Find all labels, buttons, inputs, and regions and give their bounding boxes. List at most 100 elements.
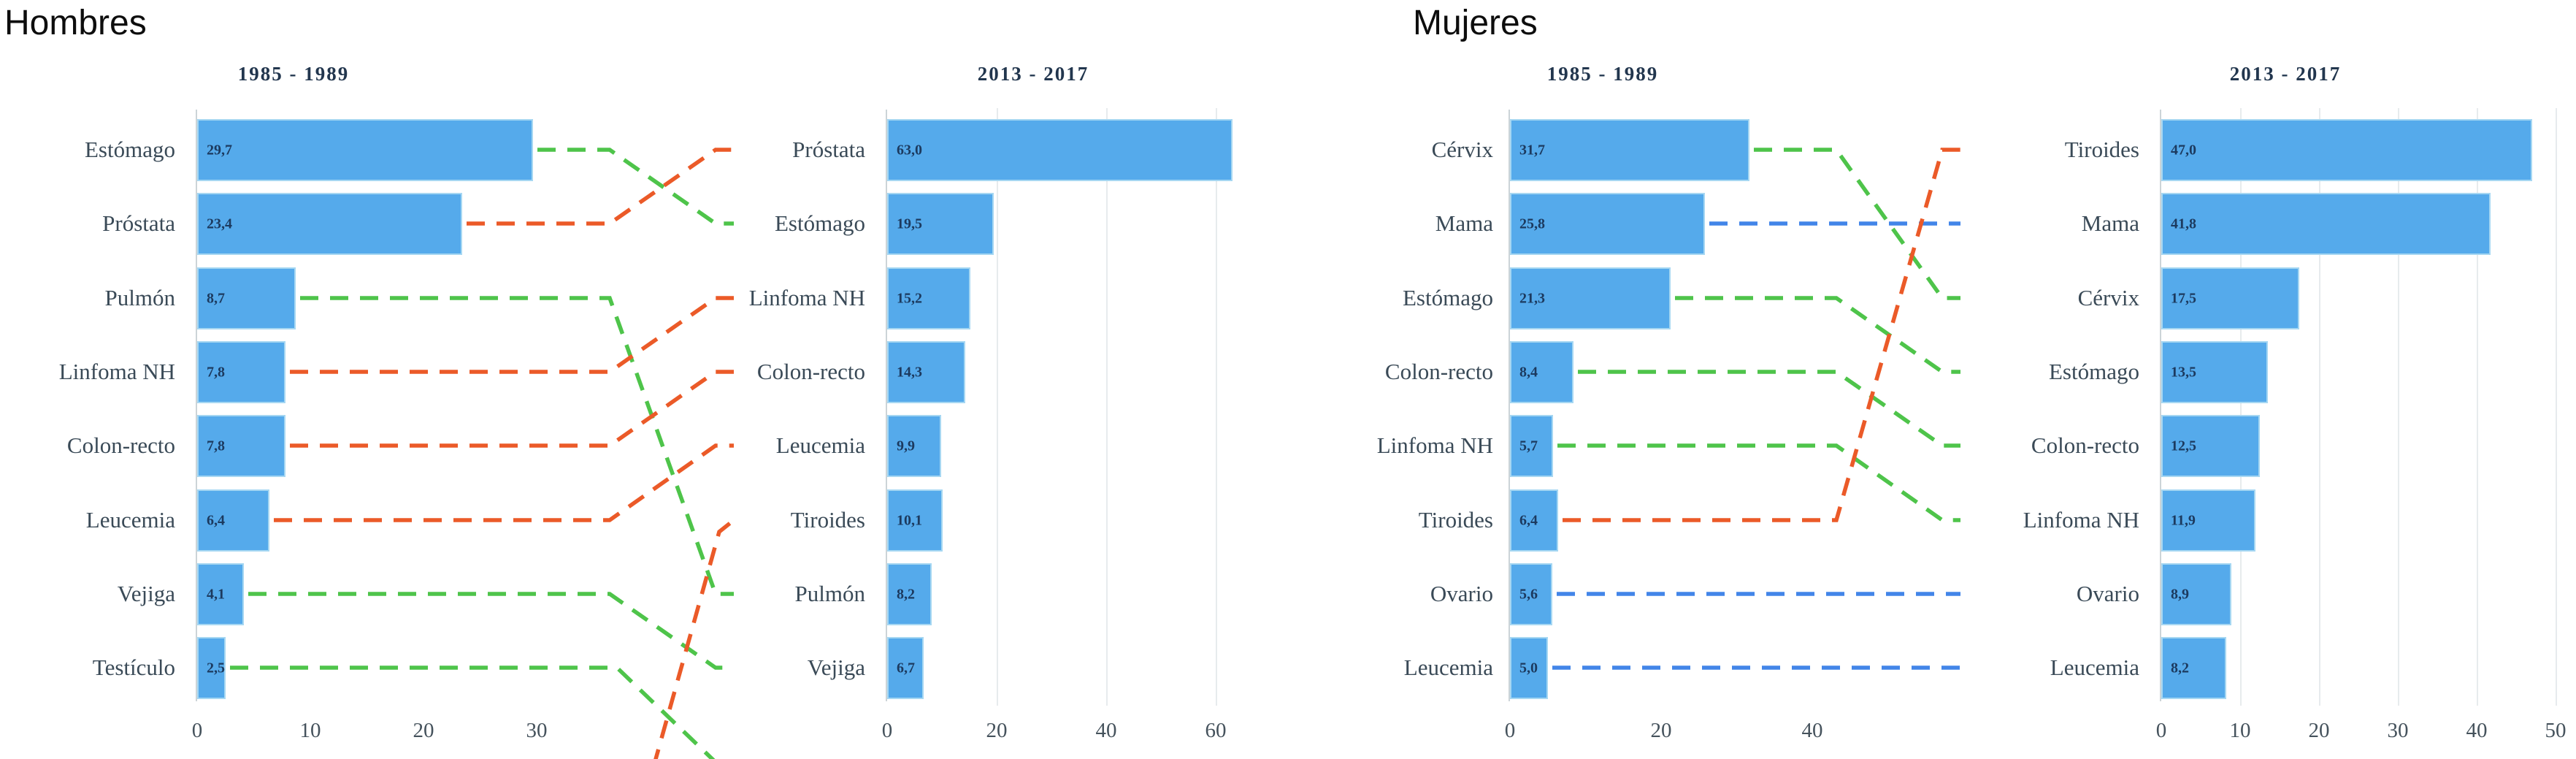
bar-pulmón xyxy=(197,267,296,329)
x-tick-20: 20 xyxy=(413,719,434,742)
bar-estómago xyxy=(2161,340,2268,403)
rank-line-hombres-pulmón xyxy=(300,296,734,596)
category-label-colon-recto: Colon-recto xyxy=(756,359,865,384)
chart-title: 2013 - 2017 xyxy=(977,63,1089,85)
x-tick-50: 50 xyxy=(2545,719,2567,742)
bar-cérvix xyxy=(1510,118,1749,181)
gridline-x-60 xyxy=(1216,108,1217,706)
x-tick-40: 40 xyxy=(2466,719,2488,742)
section-title-mujeres: Mujeres xyxy=(1413,4,1538,42)
bar-ovario xyxy=(2161,562,2231,625)
gridline-x-40 xyxy=(2477,108,2478,706)
bar-estómago xyxy=(1510,267,1671,329)
bar-colon-recto xyxy=(887,340,965,403)
category-label-vejiga: Vejiga xyxy=(117,581,175,606)
bar-ovario xyxy=(1510,562,1552,625)
bar-mama xyxy=(1510,192,1705,255)
bar-colon-recto xyxy=(1510,340,1573,403)
category-label-próstata: Próstata xyxy=(102,210,175,236)
category-label-linfoma-nh: Linfoma NH xyxy=(748,285,865,310)
bar-pulmón xyxy=(887,562,932,625)
category-label-leucemia: Leucemia xyxy=(1403,655,1493,680)
bar-testículo xyxy=(197,636,226,699)
value-label: 6,4 xyxy=(1519,512,1538,529)
value-label: 9,9 xyxy=(897,438,915,454)
rank-line-mujeres-estómago xyxy=(1675,296,1960,374)
value-label: 6,7 xyxy=(897,660,915,676)
category-label-cérvix: Cérvix xyxy=(1431,137,1493,162)
chart-title: 1985 - 1989 xyxy=(237,63,350,85)
y-axis-line xyxy=(2160,110,2161,701)
category-label-mama: Mama xyxy=(1435,210,1493,236)
rank-line-hombres-colon-recto xyxy=(290,370,734,448)
category-label-estómago: Estómago xyxy=(775,210,865,236)
category-label-pulmón: Pulmón xyxy=(104,285,175,310)
value-label: 7,8 xyxy=(207,438,225,454)
rank-line-hombres-testículo xyxy=(230,665,716,759)
section-title-hombres: Hombres xyxy=(4,4,147,42)
gridline-x-20 xyxy=(997,108,998,706)
bar-próstata xyxy=(887,118,1233,181)
category-label-estómago: Estómago xyxy=(1403,285,1493,310)
rank-line-hombres-vejiga xyxy=(248,592,734,670)
value-label: 8,2 xyxy=(2171,660,2189,676)
bar-linfoma-nh xyxy=(1510,414,1553,477)
gridline-x-20 xyxy=(2319,108,2320,706)
value-label: 21,3 xyxy=(1519,290,1545,307)
category-label-cérvix: Cérvix xyxy=(2077,285,2139,310)
value-label: 14,3 xyxy=(897,364,922,381)
value-label: 8,4 xyxy=(1519,364,1538,381)
gridline-x-50 xyxy=(2556,108,2557,706)
category-label-colon-recto: Colon-recto xyxy=(2031,432,2139,458)
x-tick-0: 0 xyxy=(191,719,203,742)
rank-line-mujeres-colon-recto xyxy=(1578,370,1960,448)
y-axis-line xyxy=(196,110,197,701)
value-label: 10,1 xyxy=(897,512,922,529)
x-tick-30: 30 xyxy=(526,719,548,742)
category-label-testículo: Testículo xyxy=(92,655,175,680)
bar-tiroides xyxy=(1510,489,1558,552)
x-tick-0: 0 xyxy=(2155,719,2167,742)
bar-colon-recto xyxy=(197,414,285,477)
value-label: 8,2 xyxy=(897,586,915,603)
category-label-tiroides: Tiroides xyxy=(1418,507,1493,533)
bar-mama xyxy=(2161,192,2491,255)
bar-leucemia xyxy=(887,414,941,477)
value-label: 8,7 xyxy=(207,290,225,307)
x-tick-0: 0 xyxy=(1504,719,1516,742)
bar-estómago xyxy=(887,192,994,255)
category-label-linfoma-nh: Linfoma NH xyxy=(58,359,175,384)
category-label-estómago: Estómago xyxy=(2049,359,2139,384)
rank-line-hombres-estómago xyxy=(537,148,734,226)
category-label-leucemia: Leucemia xyxy=(85,507,175,533)
x-tick-60: 60 xyxy=(1205,719,1227,742)
value-label: 13,5 xyxy=(2171,364,2196,381)
category-label-colon-recto: Colon-recto xyxy=(1384,359,1493,384)
category-label-linfoma-nh: Linfoma NH xyxy=(2023,507,2139,533)
category-label-próstata: Próstata xyxy=(792,137,865,162)
x-tick-20: 20 xyxy=(1650,719,1672,742)
value-label: 25,8 xyxy=(1519,216,1545,232)
y-axis-line xyxy=(1509,110,1510,701)
x-tick-0: 0 xyxy=(881,719,893,742)
rank-line-hombres-linfoma-nh xyxy=(290,296,734,374)
rank-line-hombres-próstata xyxy=(467,148,734,226)
value-label: 41,8 xyxy=(2171,216,2196,232)
value-label: 4,1 xyxy=(207,586,225,603)
x-tick-40: 40 xyxy=(1095,719,1117,742)
bar-tiroides xyxy=(2161,118,2532,181)
bar-leucemia xyxy=(197,489,269,552)
category-label-ovario: Ovario xyxy=(2076,581,2139,606)
x-tick-30: 30 xyxy=(2387,719,2409,742)
category-label-linfoma-nh: Linfoma NH xyxy=(1376,432,1493,458)
rank-line-mujeres-cérvix xyxy=(1754,148,1960,300)
value-label: 47,0 xyxy=(2171,142,2196,159)
category-label-tiroides: Tiroides xyxy=(2064,137,2139,162)
value-label: 12,5 xyxy=(2171,438,2196,454)
category-label-estómago: Estómago xyxy=(85,137,175,162)
gridline-x-10 xyxy=(2240,108,2242,706)
bar-cérvix xyxy=(2161,267,2299,329)
value-label: 8,9 xyxy=(2171,586,2189,603)
category-label-leucemia: Leucemia xyxy=(775,432,865,458)
